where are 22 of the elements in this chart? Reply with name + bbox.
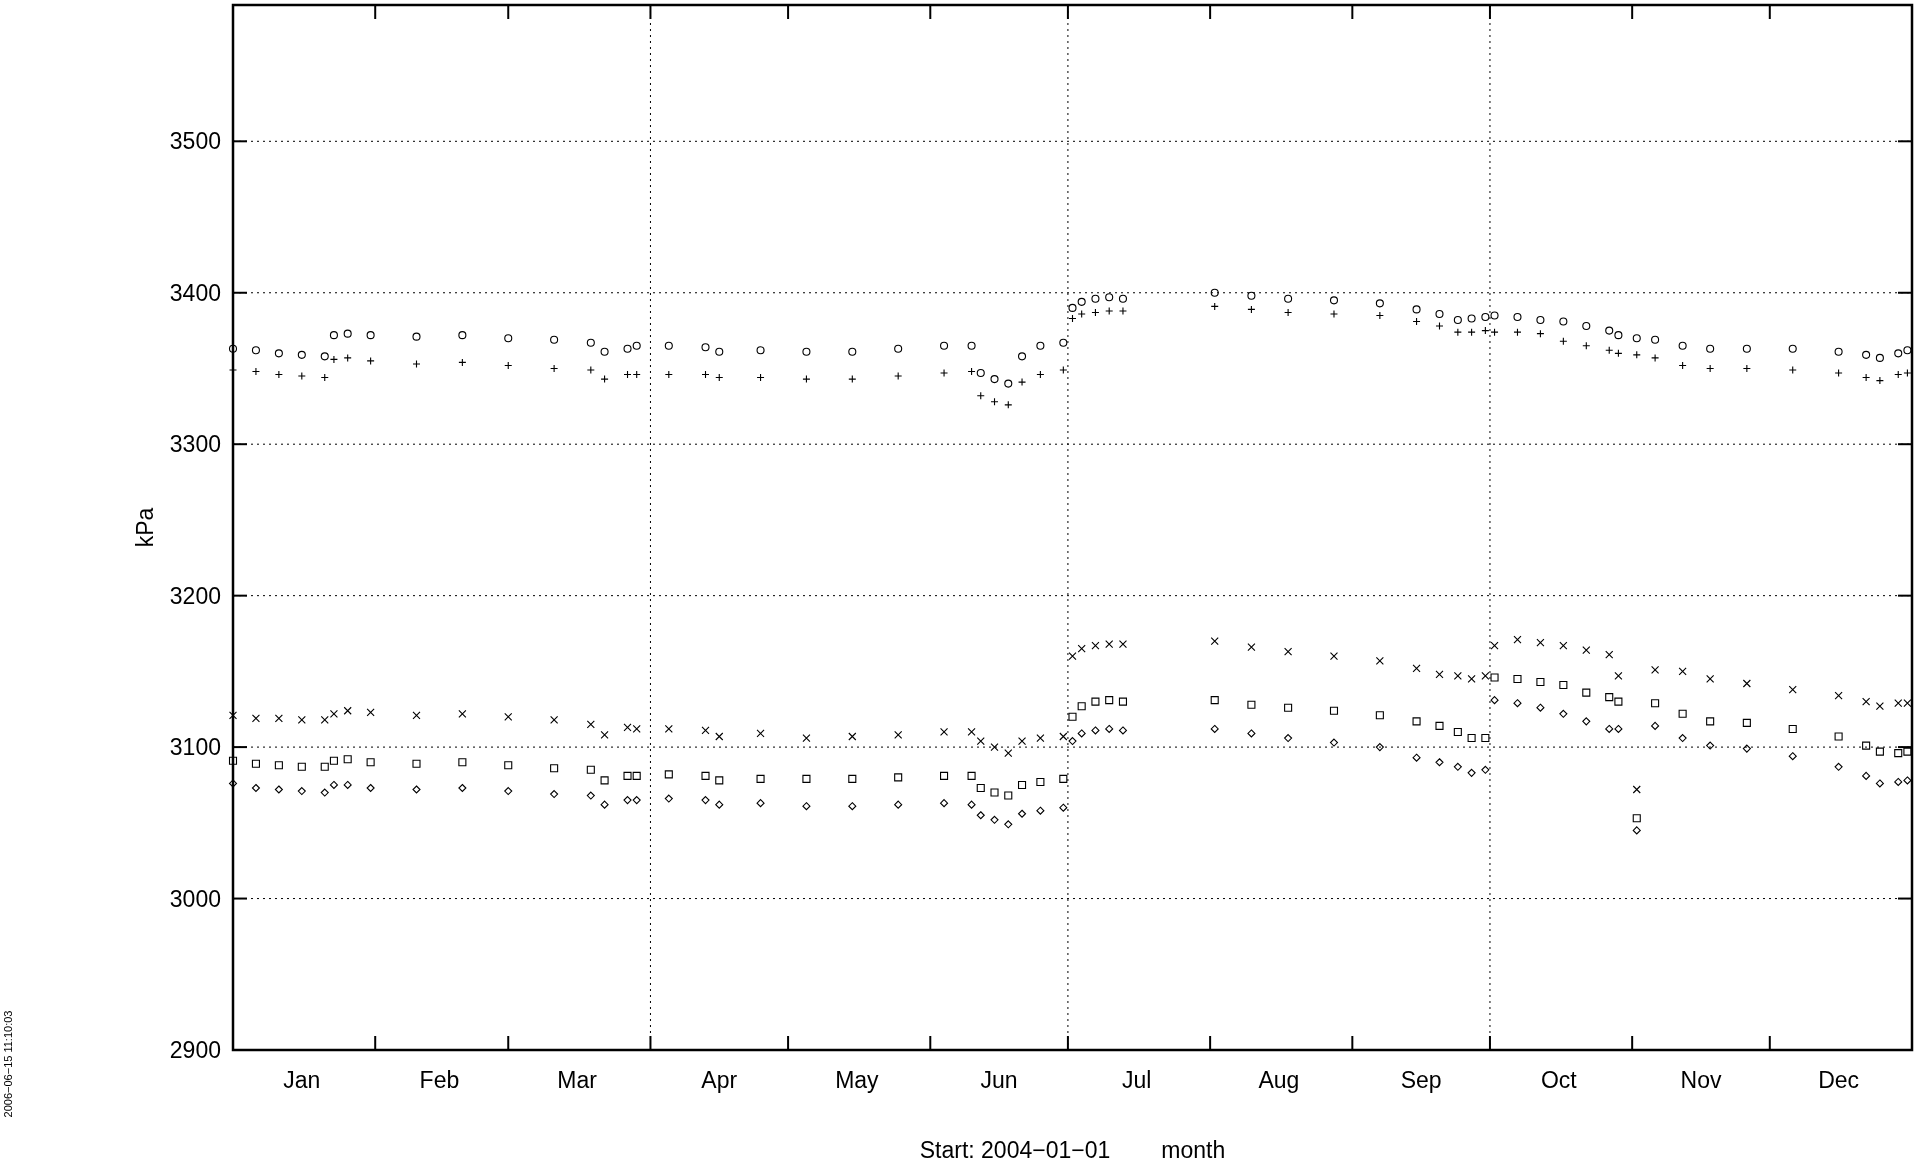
x-axis-title: Start: 2004−01−01 month (919, 1137, 1226, 1163)
x-tick-label: Dec (1818, 1067, 1860, 1093)
x-tick-label: Jul (1122, 1067, 1152, 1093)
x-tick-label: Nov (1680, 1067, 1722, 1093)
text: 2006−06−15 11:10:03 (2, 1010, 14, 1118)
x-tick-label: Sep (1400, 1067, 1442, 1093)
x-tick-label: Jan (283, 1067, 321, 1093)
x-tick-label: Apr (701, 1067, 738, 1093)
y-tick-label: 3500 (169, 128, 221, 155)
x-tick-label: Feb (419, 1067, 460, 1093)
x-tick-label: Oct (1540, 1067, 1578, 1093)
y-tick-label: 2900 (169, 1037, 221, 1064)
y-tick-label: 3000 (169, 885, 221, 912)
y-tick-label: 3100 (169, 734, 221, 761)
x-tick-label: Jun (980, 1067, 1018, 1093)
x-tick-label: May (835, 1067, 880, 1093)
y-tick-label: 3200 (169, 582, 221, 609)
y-axis-title: kPa (132, 507, 158, 548)
y-tick-label: 3400 (169, 279, 221, 306)
y-tick-label: 3300 (169, 431, 221, 458)
x-tick-label: Mar (557, 1067, 598, 1093)
x-tick-label: Aug (1258, 1067, 1300, 1093)
